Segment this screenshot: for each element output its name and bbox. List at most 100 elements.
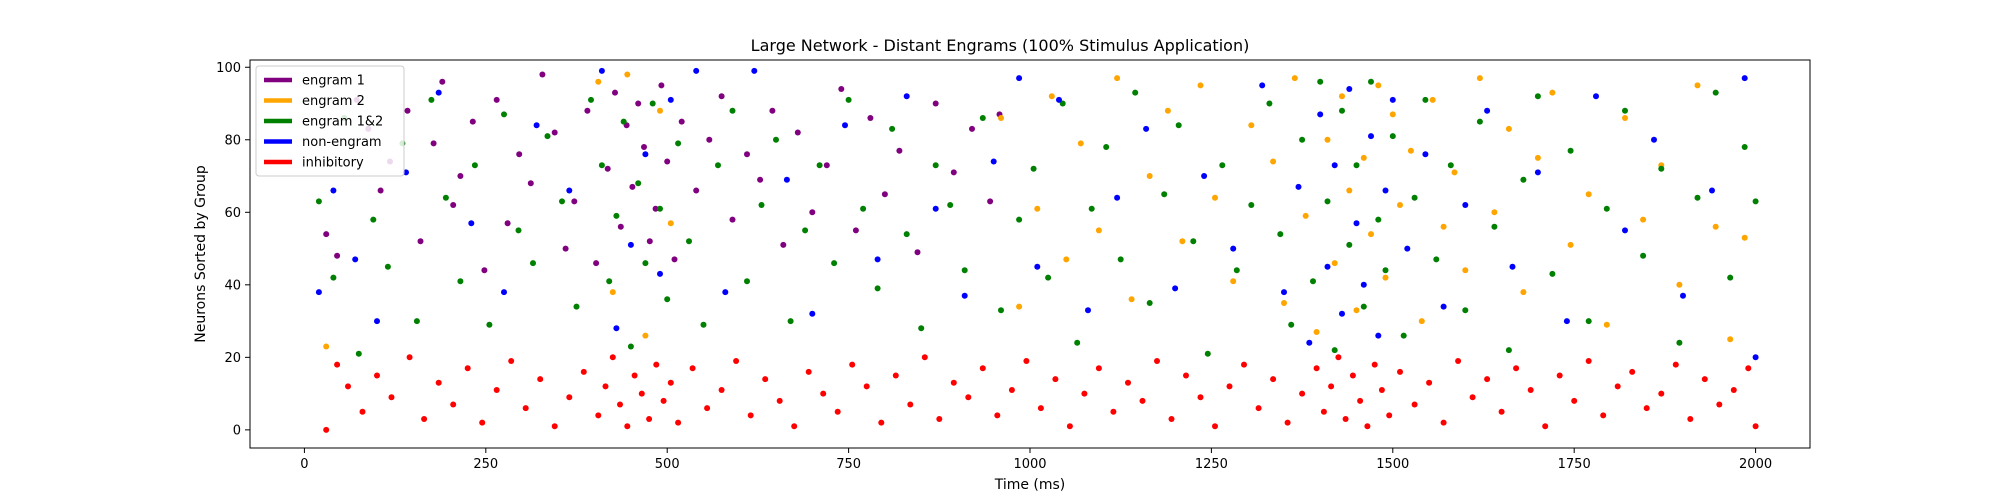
spike-point bbox=[1556, 372, 1563, 379]
spike-point bbox=[559, 198, 565, 205]
spike-point bbox=[1411, 194, 1418, 201]
spike-point bbox=[686, 238, 692, 245]
spike-point bbox=[1520, 176, 1527, 183]
x-tick-label: 500 bbox=[655, 457, 680, 472]
spike-point bbox=[704, 405, 711, 412]
spike-point bbox=[769, 107, 776, 114]
spike-point bbox=[918, 325, 925, 332]
chart-title: Large Network - Distant Engrams (100% St… bbox=[751, 36, 1250, 55]
spike-point bbox=[1440, 419, 1447, 426]
spike-point bbox=[593, 260, 600, 267]
spike-point bbox=[406, 354, 413, 361]
spike-point bbox=[896, 147, 903, 154]
spike-point bbox=[1741, 234, 1748, 241]
spike-point bbox=[1429, 96, 1436, 103]
spike-point bbox=[805, 368, 812, 375]
spike-point bbox=[842, 122, 848, 129]
spike-point bbox=[860, 205, 867, 212]
spike-point bbox=[1567, 147, 1574, 154]
spike-point bbox=[932, 100, 939, 107]
spike-point bbox=[1640, 216, 1647, 223]
spike-point bbox=[1534, 154, 1541, 161]
spike-point bbox=[330, 274, 337, 281]
spike-point bbox=[1183, 372, 1189, 379]
spike-point bbox=[1476, 75, 1483, 82]
spike-point bbox=[1382, 274, 1389, 281]
spike-point bbox=[1462, 307, 1469, 314]
spike-point bbox=[493, 96, 500, 103]
spike-point bbox=[602, 383, 609, 390]
spike-point bbox=[706, 136, 713, 143]
spike-point bbox=[1727, 274, 1734, 281]
spike-point bbox=[700, 321, 707, 328]
spike-point bbox=[961, 292, 968, 299]
spike-point bbox=[1622, 107, 1628, 114]
spike-point bbox=[1331, 260, 1338, 267]
spike-point bbox=[1712, 89, 1719, 96]
spike-point bbox=[1219, 162, 1226, 169]
spike-point bbox=[1125, 379, 1131, 386]
spike-point bbox=[1491, 223, 1498, 230]
spike-point bbox=[1226, 383, 1233, 390]
spike-point bbox=[1469, 394, 1476, 401]
spike-point bbox=[1614, 383, 1621, 390]
spike-point bbox=[1008, 387, 1015, 393]
spike-point bbox=[762, 376, 769, 383]
y-tick-label: 80 bbox=[224, 133, 241, 148]
spike-point bbox=[595, 412, 602, 419]
spike-point bbox=[1360, 303, 1367, 310]
spike-point bbox=[627, 343, 634, 350]
spike-point bbox=[816, 162, 823, 169]
spike-point bbox=[469, 118, 476, 125]
spike-point bbox=[1407, 147, 1414, 154]
spike-point bbox=[1306, 339, 1313, 346]
spike-point bbox=[987, 198, 994, 205]
spike-point bbox=[1418, 318, 1425, 325]
spike-point bbox=[355, 350, 362, 357]
spike-point bbox=[1622, 227, 1628, 234]
y-tick-label: 20 bbox=[224, 351, 241, 366]
spike-point bbox=[878, 419, 885, 426]
spike-point bbox=[613, 325, 620, 332]
spike-point bbox=[675, 419, 682, 426]
spike-point bbox=[1270, 376, 1277, 383]
spike-point bbox=[1204, 350, 1211, 357]
spike-point bbox=[1440, 303, 1447, 310]
spike-point bbox=[1277, 231, 1284, 238]
spike-point bbox=[1331, 347, 1338, 354]
spike-point bbox=[1400, 332, 1407, 339]
spike-point bbox=[881, 191, 888, 198]
spike-point bbox=[1339, 310, 1345, 317]
spike-point bbox=[377, 187, 384, 194]
spike-point bbox=[979, 365, 986, 372]
spike-point bbox=[457, 278, 464, 285]
spike-point bbox=[1201, 173, 1208, 179]
spike-point bbox=[1281, 289, 1287, 296]
spike-point bbox=[1353, 220, 1360, 227]
spike-point bbox=[1143, 125, 1150, 132]
spike-point bbox=[613, 212, 620, 219]
spike-point bbox=[1030, 165, 1037, 172]
spike-point bbox=[649, 100, 656, 107]
spike-point bbox=[635, 180, 642, 187]
spike-point bbox=[1447, 162, 1454, 169]
spike-point bbox=[1360, 281, 1367, 288]
spike-point bbox=[1375, 332, 1382, 339]
spike-point bbox=[1727, 336, 1734, 343]
spike-point bbox=[504, 220, 511, 227]
spike-point bbox=[1389, 96, 1396, 103]
spike-point bbox=[1509, 263, 1516, 270]
spike-point bbox=[979, 115, 986, 121]
spike-point bbox=[1357, 397, 1364, 404]
spike-point bbox=[1146, 173, 1153, 179]
spike-point bbox=[486, 321, 493, 328]
spike-point bbox=[657, 205, 663, 212]
spike-point bbox=[1440, 223, 1447, 230]
spike-point bbox=[646, 238, 653, 245]
spike-point bbox=[802, 227, 809, 234]
spike-point bbox=[1095, 365, 1102, 372]
spike-point bbox=[965, 394, 972, 401]
spike-point bbox=[598, 67, 605, 74]
spike-point bbox=[1397, 368, 1403, 375]
spike-point bbox=[849, 361, 856, 368]
